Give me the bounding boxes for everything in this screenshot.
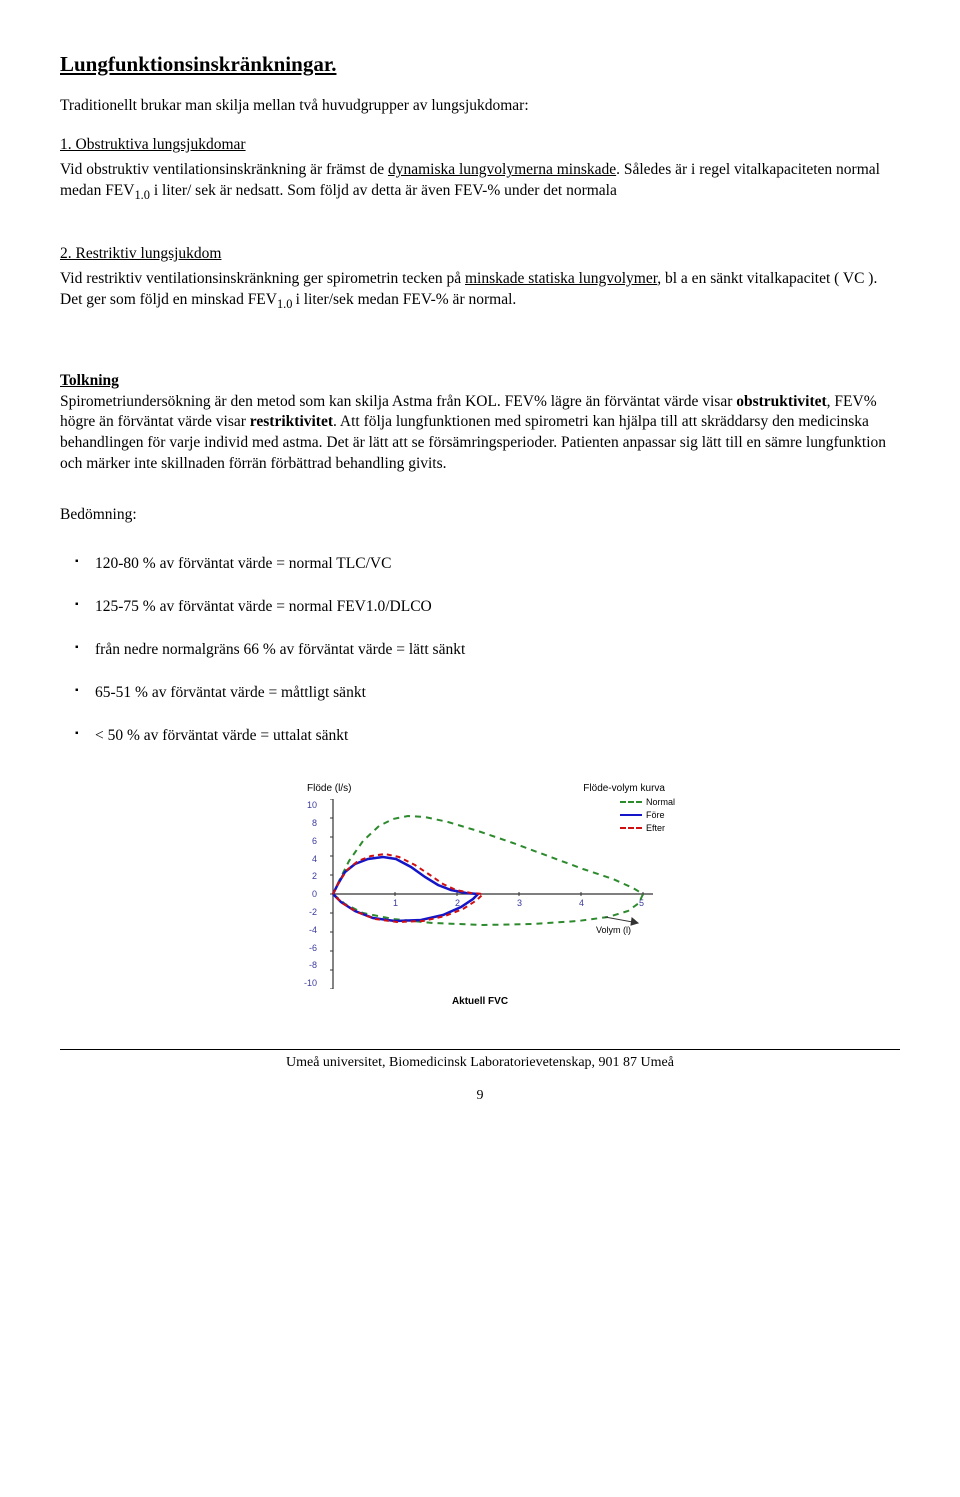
- ytick: -2: [295, 906, 317, 918]
- section1-prefix: 1.: [60, 136, 76, 153]
- tolk-t1: Spirometriundersökning är den metod som …: [60, 393, 736, 410]
- bedomning-label: Bedömning:: [60, 505, 900, 526]
- s1-u1: dynamiska lungvolymerna minskade: [388, 161, 616, 178]
- chart-title: Flöde-volym kurva: [583, 782, 665, 796]
- ytick: -8: [295, 959, 317, 971]
- chart-xlabel: Volym (l): [596, 925, 631, 935]
- s1-t3: i liter/ sek är nedsatt. Som följd av de…: [150, 182, 617, 199]
- legend-row: Normal: [620, 796, 675, 808]
- tolkning-block: Tolkning Spirometriundersökning är den m…: [60, 371, 900, 476]
- tolk-b2: restriktivitet: [250, 413, 333, 430]
- ytick: 0: [295, 888, 317, 900]
- list-item: från nedre normalgräns 66 % av förväntat…: [95, 640, 900, 661]
- section2-body: Vid restriktiv ventilationsinskränkning …: [60, 269, 900, 313]
- s2-sub: 1.0: [277, 297, 296, 311]
- section2-prefix: 2.: [60, 245, 76, 262]
- list-item: 120-80 % av förväntat värde = normal TLC…: [95, 554, 900, 575]
- ytick: 4: [295, 853, 317, 865]
- page-title: Lungfunktionsinskränkningar.: [60, 50, 900, 78]
- chart-legend: Normal Före Efter: [620, 796, 675, 835]
- chart-caption: Aktuell FVC: [295, 995, 665, 1009]
- section2-heading: 2. Restriktiv lungsjukdom: [60, 244, 900, 265]
- xtick: 4: [579, 898, 584, 908]
- page-number: 9: [60, 1087, 900, 1106]
- ytick: 10: [295, 799, 317, 811]
- ytick: -6: [295, 942, 317, 954]
- intro-text: Traditionellt brukar man skilja mellan t…: [60, 96, 900, 117]
- section1-heading: 1. Obstruktiva lungsjukdomar: [60, 135, 900, 156]
- legend-row: Efter: [620, 822, 675, 834]
- legend-label: Normal: [646, 796, 675, 808]
- tolkning-heading: Tolkning: [60, 372, 119, 389]
- ytick: 2: [295, 870, 317, 882]
- chart-svg: 1 2 3 4 5 Volym (l): [321, 799, 665, 989]
- legend-label: Efter: [646, 822, 665, 834]
- ytick: -4: [295, 924, 317, 936]
- list-item: 65-51 % av förväntat värde = måttligt sä…: [95, 683, 900, 704]
- legend-line-normal: [620, 801, 642, 803]
- volym-arrow: [605, 917, 638, 925]
- section2-title: Restriktiv lungsjukdom: [76, 245, 222, 262]
- s2-t3: i liter/sek medan FEV-% är normal.: [296, 291, 517, 308]
- legend-row: Före: [620, 809, 675, 821]
- chart-ylabel: Flöde (l/s): [307, 782, 351, 796]
- xtick: 3: [517, 898, 522, 908]
- footer-text: Umeå universitet, Biomedicinsk Laborator…: [60, 1049, 900, 1073]
- s1-t1: Vid obstruktiv ventilationsinskränkning …: [60, 161, 388, 178]
- legend-line-fore: [620, 814, 642, 816]
- list-item: 125-75 % av förväntat värde = normal FEV…: [95, 597, 900, 618]
- legend-line-efter: [620, 827, 642, 829]
- ytick: 6: [295, 835, 317, 847]
- ytick: 8: [295, 817, 317, 829]
- s2-t1: Vid restriktiv ventilationsinskränkning …: [60, 270, 465, 287]
- tolk-b1: obstruktivitet: [736, 393, 826, 410]
- s1-sub: 1.0: [134, 188, 150, 202]
- list-item: < 50 % av förväntat värde = uttalat sänk…: [95, 726, 900, 747]
- flow-volume-chart: Flöde (l/s) Flöde-volym kurva Normal För…: [295, 782, 665, 1009]
- section1-body: Vid obstruktiv ventilationsinskränkning …: [60, 160, 900, 204]
- s2-u1: minskade statiska lungvolymer: [465, 270, 657, 287]
- series-normal: [333, 816, 643, 925]
- ytick: -10: [295, 977, 317, 989]
- legend-label: Före: [646, 809, 665, 821]
- section1-title: Obstruktiva lungsjukdomar: [76, 136, 246, 153]
- chart-yticks: 10 8 6 4 2 0 -2 -4 -6 -8 -10: [295, 799, 321, 989]
- bedomning-list: 120-80 % av förväntat värde = normal TLC…: [60, 554, 900, 747]
- xtick: 1: [393, 898, 398, 908]
